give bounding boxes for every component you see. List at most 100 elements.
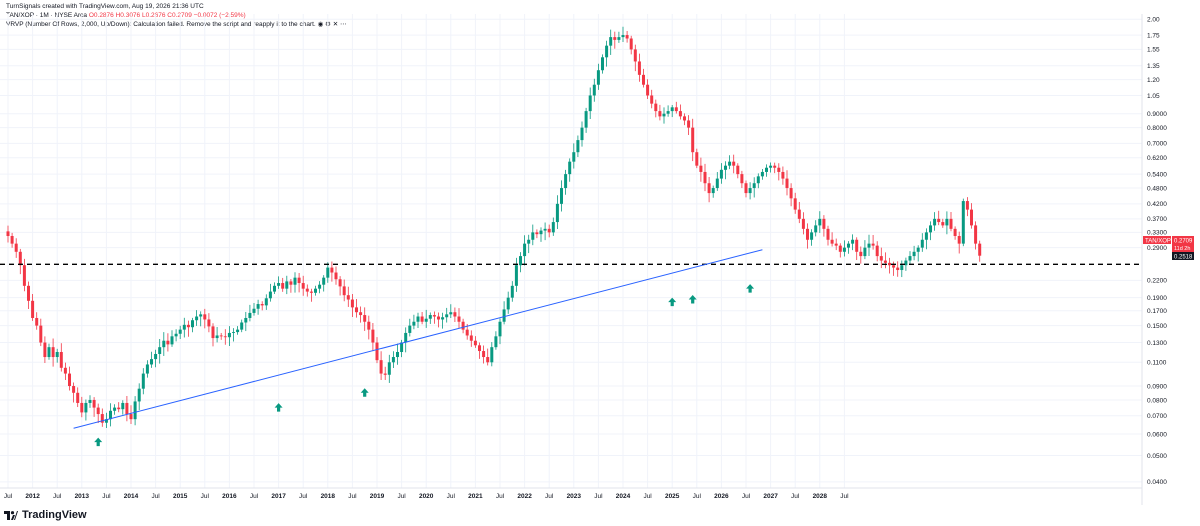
candle-body <box>588 95 592 112</box>
trendline[interactable] <box>73 249 763 429</box>
candle-body <box>170 336 174 345</box>
candle-body <box>285 281 289 289</box>
candle-body <box>424 318 428 322</box>
eye-icon[interactable]: ◉ <box>317 21 324 28</box>
arrow-up-icon[interactable] <box>360 388 369 397</box>
candle-body <box>806 228 809 240</box>
candle-body <box>88 399 92 403</box>
candle-body <box>719 169 723 179</box>
candle-body <box>596 70 600 85</box>
y-tick-label: 0.4200 <box>1147 201 1167 208</box>
candle-body <box>650 95 654 104</box>
candle-body <box>834 243 838 246</box>
arrow-up-icon[interactable] <box>746 284 755 293</box>
candle-body <box>10 236 14 244</box>
candle-body <box>199 314 203 317</box>
candle-body <box>207 319 211 327</box>
price-labels: TAN/XOP 0.2709 11d 2h 0.2518 <box>1143 236 1194 261</box>
candle-body <box>68 373 71 387</box>
y-tick-label: 0.0400 <box>1147 479 1167 486</box>
candle-body <box>248 312 252 318</box>
symbol-info[interactable]: TAN/XOP · 1M · NYSE Arca <box>6 12 88 19</box>
candle-body <box>453 312 457 317</box>
candle-body <box>715 178 719 189</box>
candle-body <box>974 225 978 244</box>
x-tick-label: Jul <box>250 493 259 500</box>
arrow-up-icon[interactable] <box>94 437 103 447</box>
x-tick-label: 2023 <box>567 493 582 500</box>
x-tick-label: Jul <box>102 493 111 500</box>
candle-body <box>469 335 473 341</box>
x-tick-label: 2028 <box>813 493 828 500</box>
x-tick-label: Jul <box>151 493 160 500</box>
candle-body <box>465 329 469 336</box>
candle-body <box>379 360 383 374</box>
candle-body <box>814 225 818 233</box>
candle-body <box>838 245 842 252</box>
candle-body <box>822 218 826 229</box>
candle-body <box>637 61 641 75</box>
more-icon[interactable]: ⋯ <box>339 21 347 28</box>
candle-body <box>859 251 863 257</box>
symbol-tag-text: TAN/XOP <box>1145 239 1171 245</box>
candle-body <box>666 111 670 114</box>
candle-body <box>957 236 961 244</box>
candle-body <box>100 414 104 423</box>
candle-body <box>150 359 153 365</box>
x-tick-label: 2017 <box>271 493 286 500</box>
candle-body <box>342 286 346 296</box>
candle-body <box>281 283 285 289</box>
y-tick-label: 0.0900 <box>1147 383 1167 390</box>
y-tick-label: 0.2900 <box>1147 245 1167 252</box>
symbol-line[interactable]: TAN/XOP · 1M · NYSE Arca O0.2876 H0.3076… <box>6 11 346 20</box>
candle-body <box>404 332 408 343</box>
y-tick-label: 0.1100 <box>1147 360 1167 367</box>
price-axis[interactable]: 2.00 1.75 1.55 1.35 1.20 1.05 0.9000 0.8000 0.70… <box>1147 17 1167 487</box>
candle-body <box>72 386 76 393</box>
candle-body <box>789 188 793 199</box>
candle-body <box>924 232 928 240</box>
candle-body <box>273 285 276 292</box>
candle-body <box>683 116 686 121</box>
candle-body <box>162 340 166 348</box>
y-tick-label: 0.6200 <box>1147 155 1167 162</box>
candle-body <box>625 35 629 39</box>
arrow-up-icon[interactable] <box>668 297 677 307</box>
x-tick-label: Jul <box>545 493 554 500</box>
candle-body <box>646 84 650 96</box>
x-tick-label: Jul <box>693 493 702 500</box>
candle-body <box>904 260 908 266</box>
x-tick-label: 2020 <box>419 493 434 500</box>
candle-body <box>158 347 162 354</box>
candle-body <box>937 218 941 223</box>
level-text: 0.2518 <box>1174 255 1193 261</box>
candle-body <box>473 340 477 346</box>
candle-body <box>51 347 55 358</box>
candle-body <box>186 324 190 328</box>
candle-body <box>543 228 547 231</box>
candle-body <box>945 218 949 226</box>
candle-body <box>830 239 834 244</box>
x-tick-label: Jul <box>594 493 603 500</box>
candle-body <box>691 127 695 153</box>
arrow-up-icon[interactable] <box>688 295 697 304</box>
candle-body <box>244 317 248 323</box>
time-axis[interactable]: Jul 2012 Jul 2013 Jul 2014 Jul 2015 Jul 2016 Jul 20… <box>4 493 849 500</box>
candle-body <box>613 37 617 40</box>
tradingview-logo[interactable]: TradingView <box>4 508 87 522</box>
close-icon[interactable]: ✕ <box>332 21 339 28</box>
overlays <box>0 249 1142 447</box>
candle-body <box>724 165 727 170</box>
candle-body <box>871 243 875 246</box>
arrow-up-icon[interactable] <box>274 403 283 412</box>
candle-body <box>174 333 178 337</box>
candle-body <box>810 232 814 240</box>
candle-body <box>43 342 47 358</box>
x-tick-label: 2025 <box>665 493 680 500</box>
symbol-tag <box>1143 236 1171 244</box>
candle-body <box>96 407 100 415</box>
candle-body <box>322 277 326 285</box>
candle-body <box>166 340 170 345</box>
ohlc-values: O0.2876 H0.3076 L0.2676 C0.2709 −0.0072 … <box>88 12 246 19</box>
